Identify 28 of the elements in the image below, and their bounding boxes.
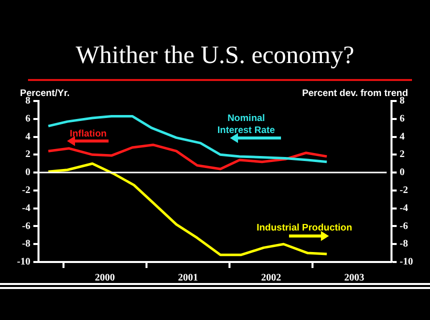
y2-tick-label: 2 (400, 149, 405, 160)
y-tick-label: -2 (22, 185, 30, 196)
x-tick-label: 2003 (344, 272, 364, 284)
y2-tick-label: 0 (400, 167, 405, 178)
x-tick-label: 2001 (178, 272, 198, 284)
y-tick-label: -8 (22, 238, 30, 250)
y-tick-label: -6 (22, 220, 30, 232)
y2-tick-label: -6 (400, 220, 408, 232)
series-label: Inflation (70, 128, 107, 140)
y2-tick-label: 4 (400, 131, 405, 142)
y2-tick-label: -10 (400, 256, 414, 268)
x-tick-label: 2000 (94, 272, 115, 284)
y-tick-label: 4 (25, 131, 30, 142)
y-tick-label: -4 (22, 202, 30, 214)
y-tick-label: 6 (25, 113, 30, 124)
chart-title: Whither the U.S. economy? (74, 42, 356, 70)
y2-tick-label: -8 (400, 238, 408, 250)
y2-tick-label: -4 (400, 202, 408, 214)
y2-tick-label: -2 (400, 185, 408, 196)
y-tick-label: 8 (25, 96, 30, 107)
x-tick-label: 2002 (261, 272, 282, 284)
y-tick-label: 0 (25, 167, 30, 178)
y-tick-label: 2 (25, 149, 30, 160)
series-label: Nominal Interest Rate (217, 112, 275, 136)
y2-tick-label: 8 (400, 96, 405, 107)
y-tick-label: -10 (16, 256, 30, 268)
y2-tick-label: 6 (400, 113, 405, 124)
series-label: Industrial Production (256, 222, 352, 234)
